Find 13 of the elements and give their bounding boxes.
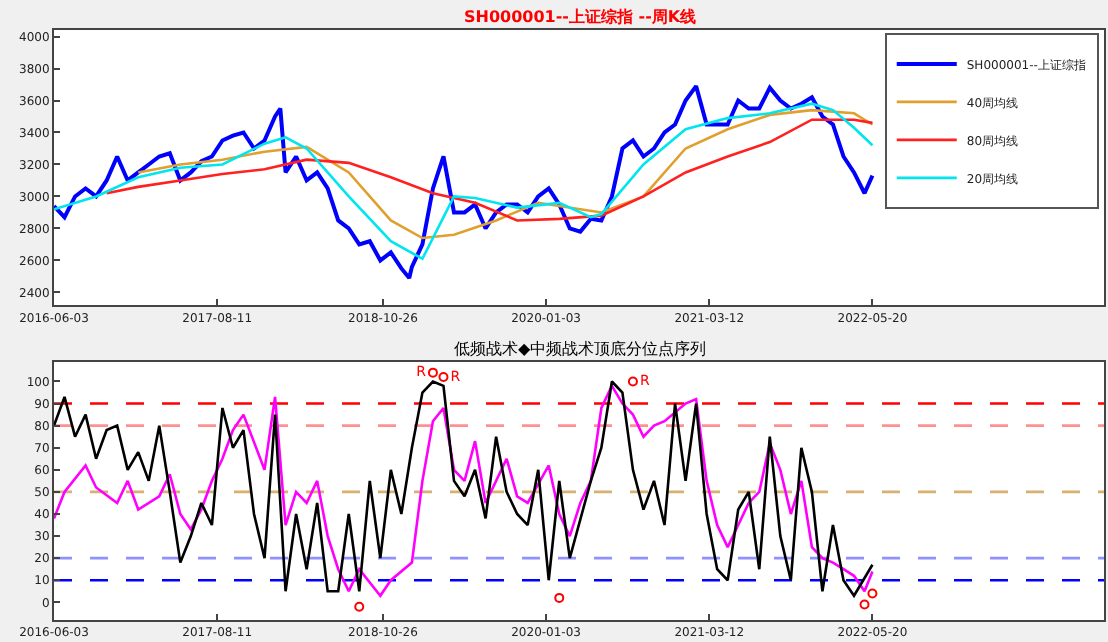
point [627, 376, 638, 387]
point [859, 599, 870, 610]
point [427, 367, 438, 378]
line-series [105, 118, 874, 222]
point [354, 601, 365, 612]
point [438, 372, 449, 383]
line-series [54, 102, 874, 261]
point [554, 592, 565, 603]
chart-title: SH000001--上证综指 --周K线 [464, 8, 697, 26]
line-series [54, 84, 875, 280]
chart-title: 低频战术◆中频战术顶底分位点序列 [454, 340, 707, 358]
line-series [136, 108, 874, 240]
point [867, 588, 878, 599]
